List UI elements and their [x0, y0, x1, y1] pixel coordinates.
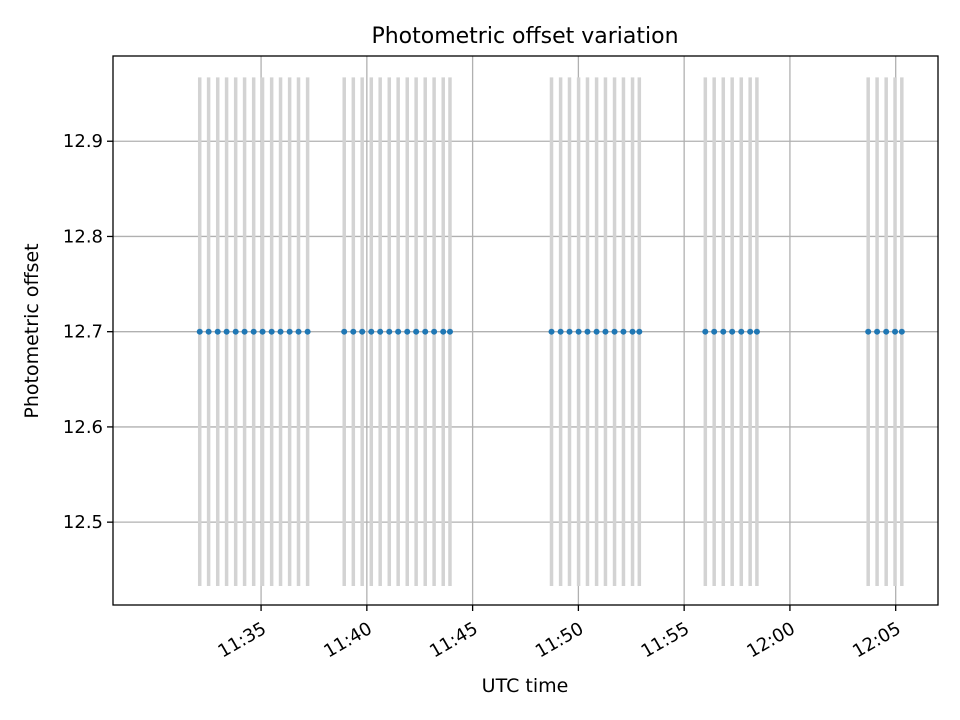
data-point: [232, 328, 239, 335]
data-point: [575, 328, 582, 335]
data-point: [431, 328, 438, 335]
data-point: [359, 328, 366, 335]
data-point: [636, 328, 643, 335]
data-point: [440, 328, 447, 335]
data-point: [602, 328, 609, 335]
data-point: [874, 328, 881, 335]
data-point: [892, 328, 899, 335]
data-point: [584, 328, 591, 335]
data-point: [368, 328, 375, 335]
data-point: [611, 328, 618, 335]
data-point: [350, 328, 357, 335]
data-point: [304, 328, 311, 335]
data-point: [702, 328, 709, 335]
data-point: [205, 328, 212, 335]
data-point: [629, 328, 636, 335]
data-point: [753, 328, 760, 335]
data-point: [377, 328, 384, 335]
y-axis-label: Photometric offset: [21, 243, 43, 418]
data-point: [566, 328, 573, 335]
data-point: [620, 328, 627, 335]
data-point: [386, 328, 393, 335]
plot-frame: [112, 55, 939, 606]
data-point: [738, 328, 745, 335]
data-point: [548, 328, 555, 335]
chart-title: Photometric offset variation: [371, 24, 678, 49]
data-point: [277, 328, 284, 335]
data-point: [223, 328, 230, 335]
data-points: [196, 328, 905, 335]
data-point: [593, 328, 600, 335]
data-point: [404, 328, 411, 335]
data-point: [898, 328, 905, 335]
grid: [113, 56, 938, 605]
data-point: [865, 328, 872, 335]
y-tick-label: 12.7: [63, 322, 103, 343]
data-point: [295, 328, 302, 335]
data-point: [413, 328, 420, 335]
data-point: [883, 328, 890, 335]
data-point: [422, 328, 429, 335]
data-point: [268, 328, 275, 335]
data-point: [259, 328, 266, 335]
data-point: [341, 328, 348, 335]
y-tick-label: 12.8: [63, 226, 103, 247]
y-tick-label: 12.6: [63, 417, 103, 438]
x-axis-label: UTC time: [482, 675, 569, 697]
data-point: [214, 328, 221, 335]
y-tick-label: 12.9: [63, 131, 103, 152]
data-point: [286, 328, 293, 335]
data-point: [395, 328, 402, 335]
data-point: [729, 328, 736, 335]
data-point: [557, 328, 564, 335]
y-tick-label: 12.5: [63, 512, 103, 533]
data-point: [711, 328, 718, 335]
data-point: [196, 328, 203, 335]
data-point: [446, 328, 453, 335]
y-axis-ticks: 12.5 12.6 12.7 12.8 12.9: [63, 131, 113, 533]
data-point: [720, 328, 727, 335]
data-point: [747, 328, 754, 335]
data-point: [250, 328, 257, 335]
data-point: [241, 328, 248, 335]
